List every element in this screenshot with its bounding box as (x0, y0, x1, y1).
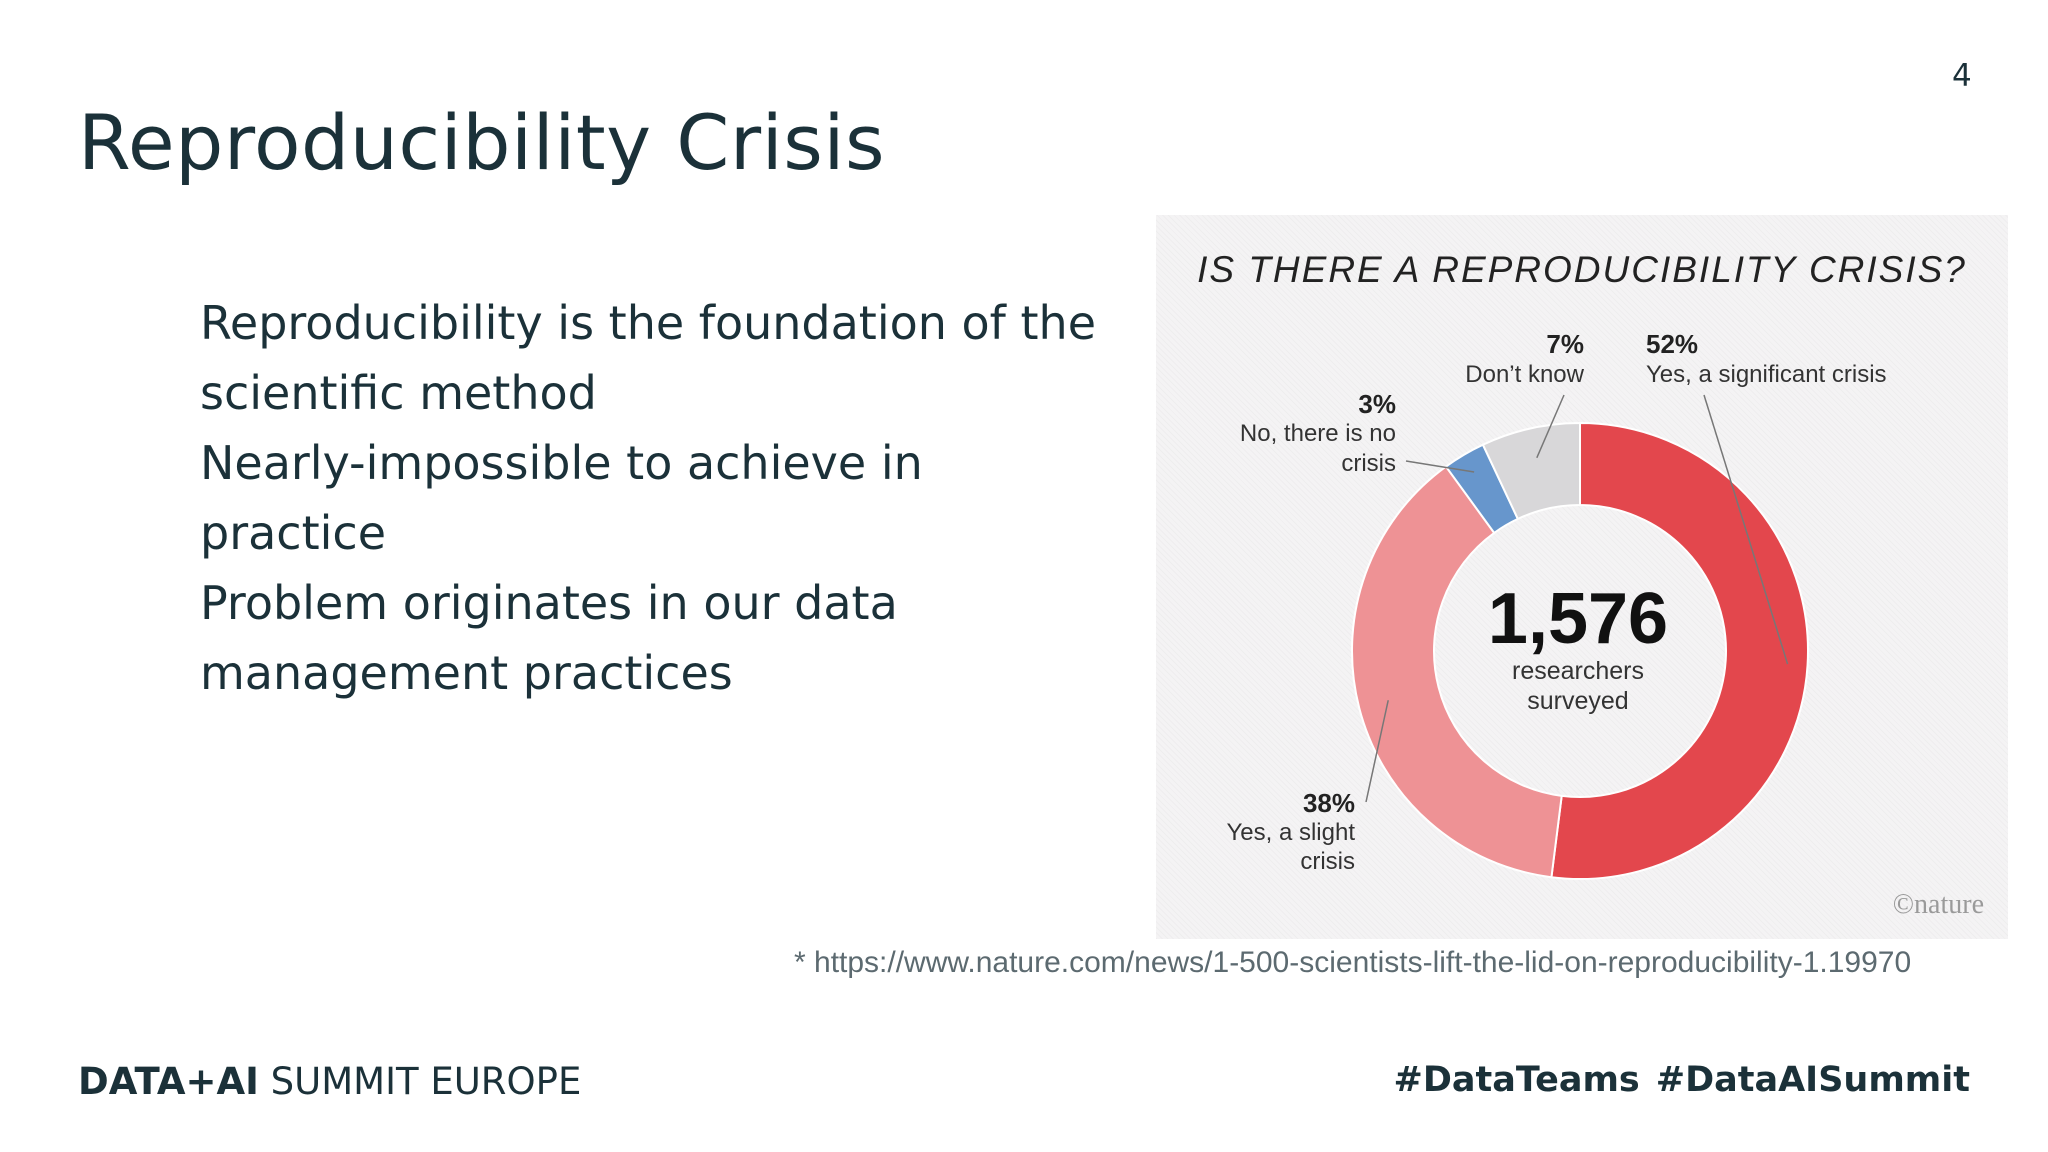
hashtag: #DataAISummit (1655, 1060, 1970, 1100)
donut-chart: IS THERE A REPRODUCIBILITY CRISIS? 1,576… (1197, 249, 1984, 920)
nature-credit: ©nature (1893, 889, 1984, 920)
survey-figure: IS THERE A REPRODUCIBILITY CRISIS? 1,576… (1156, 215, 2008, 939)
leader-line (1405, 460, 1475, 473)
slice-percent-label: 3% (1358, 389, 1396, 419)
event-logo: DATA+AI SUMMIT EUROPE (78, 1060, 581, 1103)
hashtag: #DataTeams (1393, 1060, 1640, 1100)
bullet-line: scientific method (200, 366, 597, 420)
leader-line (1365, 700, 1389, 803)
center-line: surveyed (1527, 687, 1628, 715)
donut-slices (1351, 421, 1809, 880)
slice-category-label: Don’t know (1465, 361, 1584, 388)
slice-category-label: crisis (1300, 848, 1355, 875)
chart-title: IS THERE A REPRODUCIBILITY CRISIS? (1197, 249, 1967, 290)
page-number: 4 (1952, 58, 1972, 94)
source-citation: * https://www.nature.com/news/1-500-scie… (794, 946, 1912, 979)
bullet-line: management practices (200, 646, 733, 700)
leader-lines (1365, 394, 1789, 803)
leader-line (1536, 394, 1565, 459)
bullet-line: Problem originates in our data (200, 576, 898, 630)
event-logo-rest: SUMMIT EUROPE (258, 1060, 582, 1103)
event-logo-bold: DATA+AI (78, 1060, 259, 1103)
footer-hashtags: #DataTeams #DataAISummit (1394, 1060, 1970, 1100)
slice-category-label: Yes, a slight (1226, 819, 1355, 846)
bullet-list: Reproducibility is the foundation of the… (200, 288, 1100, 708)
donut-slice (1550, 421, 1809, 880)
donut-slice (1351, 465, 1563, 879)
bullet-line: Nearly-impossible to achieve in practice (200, 436, 923, 560)
bullet-line: Reproducibility is the foundation of the (200, 296, 1096, 350)
slice-category-label: Yes, a significant crisis (1646, 361, 1887, 388)
slice-percent-label: 38% (1303, 788, 1355, 818)
slice-percent-label: 52% (1646, 329, 1698, 359)
donut-slice (1481, 421, 1581, 521)
slide-title: Reproducibility Crisis (78, 98, 886, 187)
center-line: researchers (1512, 657, 1644, 685)
center-value: 1,576 (1488, 579, 1668, 659)
slice-percent-label: 7% (1546, 329, 1584, 359)
slice-category-label: crisis (1341, 450, 1396, 477)
slice-category-label: No, there is no (1240, 420, 1396, 447)
leader-line (1703, 394, 1789, 665)
